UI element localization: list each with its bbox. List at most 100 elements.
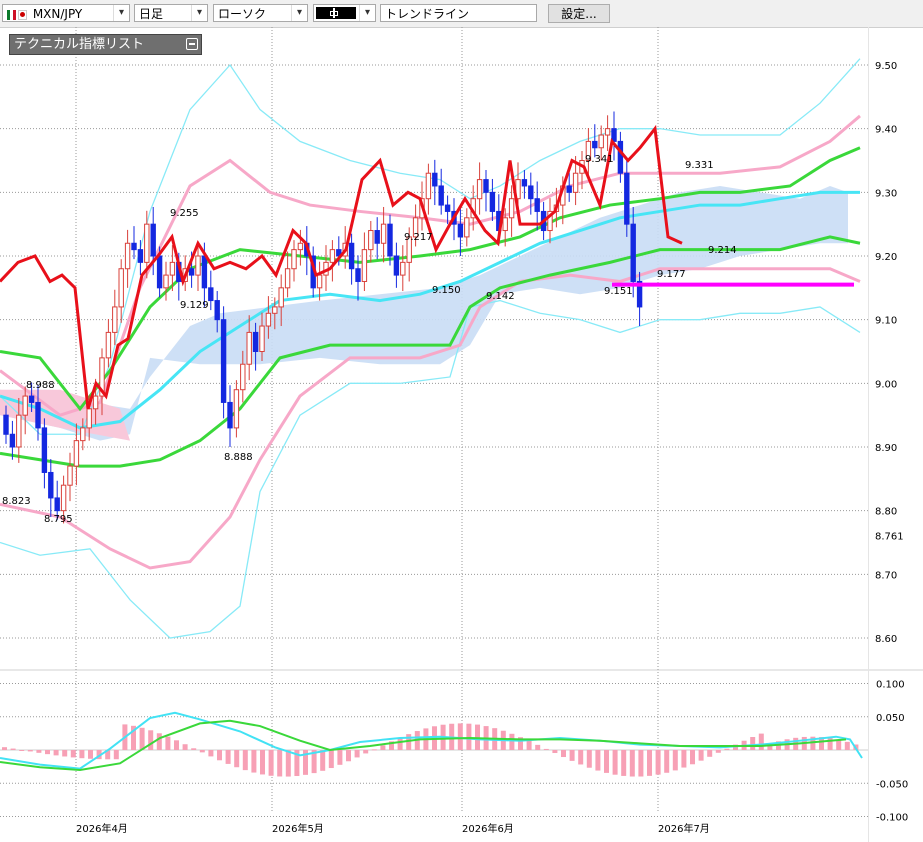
- macd-histogram-bar: [45, 750, 50, 755]
- macd-histogram-bar: [10, 748, 16, 750]
- candle-body: [35, 401, 41, 429]
- macd-histogram-bar: [698, 750, 704, 761]
- macd-histogram-bar: [827, 738, 833, 750]
- macd-histogram-bar: [79, 750, 85, 759]
- macd-histogram-bar: [2, 747, 7, 750]
- drawing-tool-label: トレンドライン: [385, 7, 470, 21]
- indicator-list-title: テクニカル指標リスト: [14, 37, 145, 52]
- price-annotation: 9.142: [486, 291, 515, 302]
- macd-histogram-bar: [27, 750, 33, 752]
- y-tick-label: 8.80: [875, 507, 897, 518]
- macd-histogram-bar: [311, 750, 317, 774]
- candle-body: [291, 249, 297, 270]
- y-tick-label: 8.90: [875, 443, 897, 454]
- bollinger-1-lower: [0, 235, 861, 468]
- x-tick-label: 2026年7月: [658, 822, 710, 835]
- candle-body: [611, 128, 617, 142]
- macd-histogram-bar: [621, 750, 627, 776]
- candle-body: [86, 408, 92, 429]
- candle-body: [284, 268, 291, 289]
- toolbar: MXN/JPY ▾ 日足 ▾ ローソク ▾ ▾ トレンドライン 設定...: [0, 0, 923, 28]
- chevron-down-icon[interactable]: ▾: [113, 5, 129, 21]
- macd-histogram-bar: [595, 750, 601, 771]
- y-tick-label: 9.20: [875, 252, 897, 263]
- candle-body: [444, 204, 451, 212]
- candle-body: [592, 140, 598, 149]
- macd-histogram-bar: [518, 737, 523, 750]
- macd-histogram-bar: [767, 743, 773, 750]
- chart-style-select[interactable]: ローソク ▾: [213, 4, 308, 22]
- y-tick-label: 8.761: [875, 531, 904, 542]
- macd-histogram-bar: [19, 750, 25, 751]
- candle-body: [432, 172, 438, 187]
- drawing-tool-icon-select[interactable]: ▾: [313, 4, 376, 22]
- macd-histogram-bar: [690, 750, 695, 765]
- period-label: 日足: [139, 7, 164, 21]
- macd-signal-line: [0, 719, 847, 771]
- candle-body: [630, 223, 636, 282]
- price-annotation: 8.888: [224, 452, 253, 463]
- macd-histogram-bar: [165, 736, 171, 750]
- macd-histogram-bar: [113, 750, 119, 760]
- candle-icon: [316, 7, 356, 19]
- candle-body: [60, 484, 67, 512]
- price-annotation: 9.331: [685, 160, 714, 171]
- price-annotation: 9.214: [708, 245, 737, 256]
- price-annotation: 9.129: [180, 300, 209, 311]
- macd-histogram-bar: [346, 750, 351, 762]
- macd-histogram-bar: [105, 750, 111, 760]
- candle-body: [604, 128, 611, 136]
- candle-body: [636, 280, 643, 308]
- macd-histogram-bar: [70, 750, 76, 758]
- x-tick-label: 2026年4月: [76, 822, 128, 835]
- macd-histogram-bar: [457, 723, 463, 750]
- price-annotation: 9.217: [404, 232, 433, 243]
- price-annotation: 9.150: [432, 285, 461, 296]
- macd-histogram-bar: [285, 750, 291, 777]
- macd-histogram-bar: [526, 740, 532, 750]
- macd-histogram-bar: [62, 750, 68, 757]
- bollinger-outer-lower: [0, 299, 861, 639]
- macd-histogram-bar: [552, 750, 558, 754]
- currency-pair-select[interactable]: MXN/JPY ▾: [2, 4, 130, 22]
- macd-histogram-bar: [268, 750, 274, 776]
- macd-histogram-bar: [371, 749, 377, 751]
- candle-body: [208, 287, 214, 302]
- macd-histogram-bar: [354, 750, 360, 758]
- macd-histogram-bar: [217, 750, 222, 761]
- candle-body: [508, 198, 515, 219]
- macd-histogram-bar: [199, 750, 205, 753]
- macd-histogram-bar: [303, 750, 308, 775]
- macd-histogram-bar: [664, 750, 670, 773]
- candle-body: [412, 217, 419, 238]
- macd-histogram-bar: [320, 750, 326, 771]
- chevron-down-icon[interactable]: ▾: [359, 5, 375, 21]
- macd-histogram-bar: [242, 750, 248, 771]
- candle-body: [374, 230, 380, 244]
- chevron-down-icon[interactable]: ▾: [291, 5, 307, 21]
- macd-histogram-bar: [174, 740, 179, 750]
- macd-histogram-bar: [612, 750, 618, 775]
- candle-body: [297, 242, 304, 251]
- macd-histogram-bar: [672, 750, 678, 771]
- settings-button[interactable]: 設定...: [548, 4, 610, 23]
- candle-body: [150, 223, 156, 257]
- candle-body: [92, 395, 99, 410]
- candle-body: [41, 427, 48, 473]
- currency-pair-label: MXN/JPY: [32, 7, 83, 21]
- y-tick-label: 9.10: [875, 316, 897, 327]
- indicator-list-panel[interactable]: テクニカル指標リスト: [9, 34, 202, 55]
- price-annotation: 9.255: [170, 208, 199, 219]
- macd-histogram-bar: [543, 748, 549, 750]
- period-select[interactable]: 日足 ▾: [134, 4, 208, 22]
- candle-body: [137, 249, 144, 263]
- price-chart[interactable]: 9.50 9.40 9.30 9.20 9.10 9.00 8.90 8.80 8.761 8.7…: [0, 27, 923, 842]
- macd-histogram-bar: [750, 737, 756, 750]
- chevron-down-icon[interactable]: ▾: [191, 5, 207, 21]
- macd-histogram-bar: [380, 745, 386, 750]
- candle-body: [483, 179, 489, 193]
- drawing-tool-field[interactable]: トレンドライン: [380, 4, 537, 22]
- macd-tick-label: -0.100: [876, 813, 908, 824]
- minimize-icon[interactable]: [186, 38, 198, 50]
- macd-tick-label: 0.050: [876, 713, 905, 724]
